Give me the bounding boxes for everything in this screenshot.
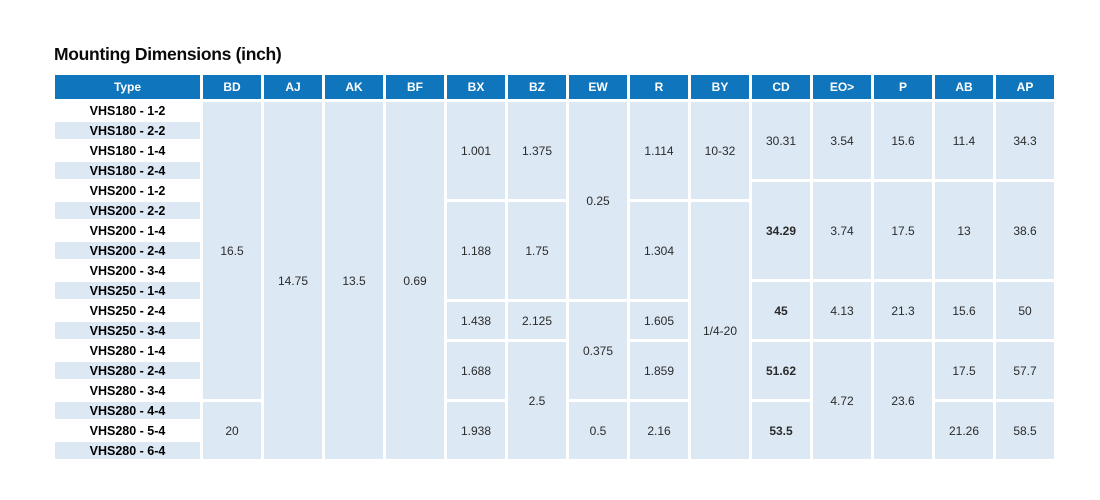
row-label-vhs25024: VHS250 - 2-4 [89, 303, 166, 318]
cell-cd-r1: 30.31 [752, 102, 810, 179]
row-label-vhs18012: VHS180 - 1-2 [89, 103, 166, 118]
cell-bf-r1: 0.69 [386, 102, 444, 459]
cell-aj-r1: 14.75 [264, 102, 322, 459]
cell-cd-r13: 51.62 [752, 342, 810, 399]
cell-bx-r16: 1.938 [447, 402, 505, 459]
cell-ew-r16: 0.5 [569, 402, 627, 459]
cell-ak-r1: 13.5 [325, 102, 383, 459]
column-header-aj: AJ [264, 75, 322, 99]
column-header-by: BY [691, 75, 749, 99]
cell-by-r6: 1/4-20 [691, 202, 749, 459]
row-label-vhs28034: VHS280 - 3-4 [89, 383, 166, 398]
column-header-p: P [874, 75, 932, 99]
row-label-vhs28024: VHS280 - 2-4 [55, 362, 200, 379]
cell-ap-r16: 58.5 [996, 402, 1054, 459]
row-label-vhs20024: VHS200 - 2-4 [55, 242, 200, 259]
cell-ap-r13: 57.7 [996, 342, 1054, 399]
cell-cd-r10: 45 [752, 282, 810, 339]
cell-r-r16: 2.16 [630, 402, 688, 459]
cell-ap-r10: 50 [996, 282, 1054, 339]
row-label-vhs28044: VHS280 - 4-4 [55, 402, 200, 419]
cell-ew-r11: 0.375 [569, 302, 627, 399]
cell-r-r13: 1.859 [630, 342, 688, 399]
row-label-vhs18024: VHS180 - 2-4 [55, 162, 200, 179]
column-header-bz: BZ [508, 75, 566, 99]
column-header-bf: BF [386, 75, 444, 99]
cell-ab-r16: 21.26 [935, 402, 993, 459]
cell-p-r1: 15.6 [874, 102, 932, 179]
cell-bx-r6: 1.188 [447, 202, 505, 299]
column-header-ap: AP [996, 75, 1054, 99]
cell-bz-r6: 1.75 [508, 202, 566, 299]
column-header-ak: AK [325, 75, 383, 99]
column-header-cd: CD [752, 75, 810, 99]
column-header-eo: EO> [813, 75, 871, 99]
cell-ap-r5: 38.6 [996, 182, 1054, 279]
column-header-bd: BD [203, 75, 261, 99]
row-label-vhs18022: VHS180 - 2-2 [55, 122, 200, 139]
row-label-vhs28054: VHS280 - 5-4 [89, 423, 166, 438]
cell-eo-r10: 4.13 [813, 282, 871, 339]
cell-r-r1: 1.114 [630, 102, 688, 199]
cell-bd-r16: 20 [203, 402, 261, 459]
cell-ab-r5: 13 [935, 182, 993, 279]
cell-bz-r1: 1.375 [508, 102, 566, 199]
column-header-ew: EW [569, 75, 627, 99]
cell-ew-r1: 0.25 [569, 102, 627, 299]
cell-bx-r11: 1.438 [447, 302, 505, 339]
row-label-vhs28014: VHS280 - 1-4 [89, 343, 166, 358]
cell-p-r10: 21.3 [874, 282, 932, 339]
mounting-dimensions-table: Type BD AJ AK BF BX BZ EW R BY CD EO> P AB AP VHS180 - … [55, 75, 1054, 459]
cell-ab-r1: 11.4 [935, 102, 993, 179]
cell-bd-r1: 16.5 [203, 102, 261, 399]
cell-ab-r13: 17.5 [935, 342, 993, 399]
cell-eo-r5: 3.74 [813, 182, 871, 279]
cell-eo-r1: 3.54 [813, 102, 871, 179]
cell-by-r1: 10-32 [691, 102, 749, 199]
cell-bx-r1: 1.001 [447, 102, 505, 199]
cell-cd-r16: 53.5 [752, 402, 810, 459]
cell-cd-r5: 34.29 [752, 182, 810, 279]
cell-r-r11: 1.605 [630, 302, 688, 339]
cell-r-r6: 1.304 [630, 202, 688, 299]
row-label-vhs20014: VHS200 - 1-4 [89, 223, 166, 238]
cell-bz-r11: 2.125 [508, 302, 566, 339]
cell-p-r5: 17.5 [874, 182, 932, 279]
column-header-bx: BX [447, 75, 505, 99]
column-header-ab: AB [935, 75, 993, 99]
cell-bz-r13: 2.5 [508, 342, 566, 459]
cell-bx-r13: 1.688 [447, 342, 505, 399]
column-header-type: Type [55, 75, 200, 99]
row-label-vhs20034: VHS200 - 3-4 [89, 263, 166, 278]
row-label-vhs28064: VHS280 - 6-4 [55, 442, 200, 459]
column-header-r: R [630, 75, 688, 99]
cell-ap-r1: 34.3 [996, 102, 1054, 179]
cell-p-r13: 23.6 [874, 342, 932, 459]
row-label-vhs20022: VHS200 - 2-2 [55, 202, 200, 219]
row-label-vhs20012: VHS200 - 1-2 [89, 183, 166, 198]
cell-eo-r13: 4.72 [813, 342, 871, 459]
cell-ab-r10: 15.6 [935, 282, 993, 339]
row-label-vhs18014: VHS180 - 1-4 [89, 143, 166, 158]
page-title: Mounting Dimensions (inch) [54, 44, 282, 64]
row-label-vhs25014: VHS250 - 1-4 [55, 282, 200, 299]
row-label-vhs25034: VHS250 - 3-4 [55, 322, 200, 339]
